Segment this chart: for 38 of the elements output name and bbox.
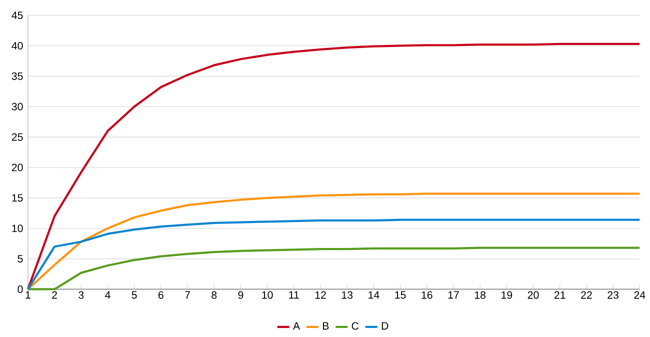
x-tick-label: 1 [26,291,30,299]
x-tick-label: 20 [528,291,539,299]
x-tick-label: 21 [554,291,566,299]
y-tick-label: 45 [12,12,23,20]
x-tick-label: 12 [315,291,326,299]
y-tick-label: 10 [12,224,23,232]
x-tick-label: 10 [262,291,273,299]
x-tick-label: 18 [474,291,486,299]
y-tick-label: 35 [12,72,23,80]
y-tick-label: 15 [12,194,23,202]
x-tick-label: 19 [502,291,512,299]
x-tick-label: 9 [238,291,244,299]
x-tick-label: 24 [634,291,646,299]
x-tick-label: 3 [78,291,84,299]
x-tick-label: 14 [368,291,380,299]
x-tick-label: 22 [581,291,592,299]
x-tick-label: 4 [105,291,110,299]
y-tick-label: 20 [12,164,23,172]
x-tick-label: 5 [132,291,137,299]
y-tick-label: 30 [12,102,23,110]
x-tick-label: 15 [395,291,406,299]
x-tick-label: 17 [448,291,459,299]
x-tick-label: 2 [52,291,57,299]
x-tick-label: 23 [608,291,618,299]
legend-label: D [382,322,388,330]
legend-label: A [292,322,300,330]
x-tick-label: 6 [158,291,164,299]
x-tick-label: 8 [212,291,217,299]
legend-label: B [322,322,329,330]
y-tick-label: 0 [18,285,23,294]
y-tick-label: 25 [12,133,23,141]
legend-label: C [352,322,359,330]
y-tick-label: 5 [18,255,23,263]
x-tick-label: 13 [342,291,353,299]
y-tick-label: 40 [12,42,23,50]
x-tick-label: 7 [185,291,190,299]
x-tick-label: 11 [289,291,299,299]
x-tick-label: 16 [422,291,432,299]
